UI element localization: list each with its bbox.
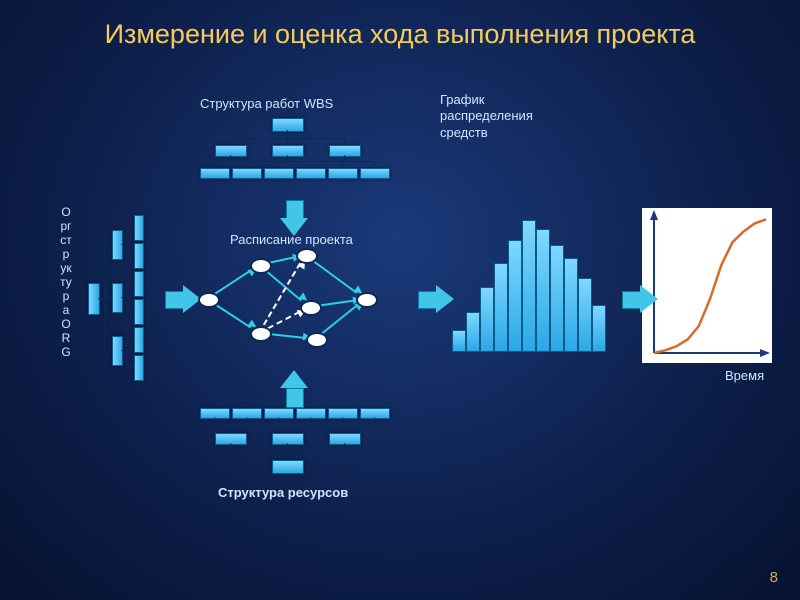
scurve-panel — [642, 208, 772, 363]
tree-box — [134, 355, 144, 381]
histogram-bar — [592, 305, 606, 352]
tree-box — [112, 336, 123, 366]
tree-box — [328, 408, 358, 419]
tree-box — [296, 168, 326, 179]
flow-arrow — [280, 218, 308, 236]
tree-box — [88, 283, 100, 315]
tree-box — [272, 145, 304, 157]
tree-box — [134, 215, 144, 241]
tree-box — [272, 118, 304, 132]
histogram-bar — [536, 229, 550, 352]
tree-box — [264, 408, 294, 419]
tree-box — [215, 433, 247, 445]
time-label: Время — [725, 368, 764, 383]
tree-box — [112, 283, 123, 313]
tree-box — [264, 168, 294, 179]
histogram-bar — [578, 278, 592, 352]
network-node — [356, 292, 378, 308]
network-node — [250, 258, 272, 274]
network-node — [296, 248, 318, 264]
tree-box — [200, 408, 230, 419]
flow-arrow — [640, 285, 658, 313]
page-number: 8 — [770, 569, 778, 586]
histogram-bar — [466, 312, 480, 352]
wbs-label: Структура работ WBS — [200, 96, 333, 111]
tree-box — [296, 408, 326, 419]
tree-box — [232, 168, 262, 179]
tree-box — [328, 168, 358, 179]
histogram-bar — [522, 220, 536, 352]
histogram-bar — [564, 258, 578, 352]
tree-box — [112, 230, 123, 260]
network-node — [306, 332, 328, 348]
tree-box — [215, 145, 247, 157]
slide-title: Измерение и оценка хода выполнения проек… — [0, 0, 800, 50]
resources-label: Структура ресурсов — [218, 485, 348, 500]
bar-chart — [452, 222, 612, 352]
flow-arrow — [280, 370, 308, 388]
org-vertical-label: Оргструктура ORG — [60, 205, 72, 359]
flow-arrow — [436, 285, 454, 313]
network-node — [250, 326, 272, 342]
tree-box — [329, 145, 361, 157]
histogram-bar — [452, 330, 466, 352]
tree-box — [360, 408, 390, 419]
tree-box — [272, 460, 304, 474]
tree-box — [232, 408, 262, 419]
tree-box — [134, 271, 144, 297]
tree-box — [134, 243, 144, 269]
tree-box — [134, 327, 144, 353]
tree-box — [360, 168, 390, 179]
network-node — [300, 300, 322, 316]
histogram-bar — [480, 287, 494, 352]
budget-label: График распределения средств — [440, 92, 570, 141]
histogram-bar — [550, 245, 564, 352]
network-node — [198, 292, 220, 308]
tree-box — [134, 299, 144, 325]
histogram-bar — [494, 263, 508, 352]
tree-box — [272, 433, 304, 445]
tree-box — [200, 168, 230, 179]
tree-box — [329, 433, 361, 445]
histogram-bar — [508, 240, 522, 352]
